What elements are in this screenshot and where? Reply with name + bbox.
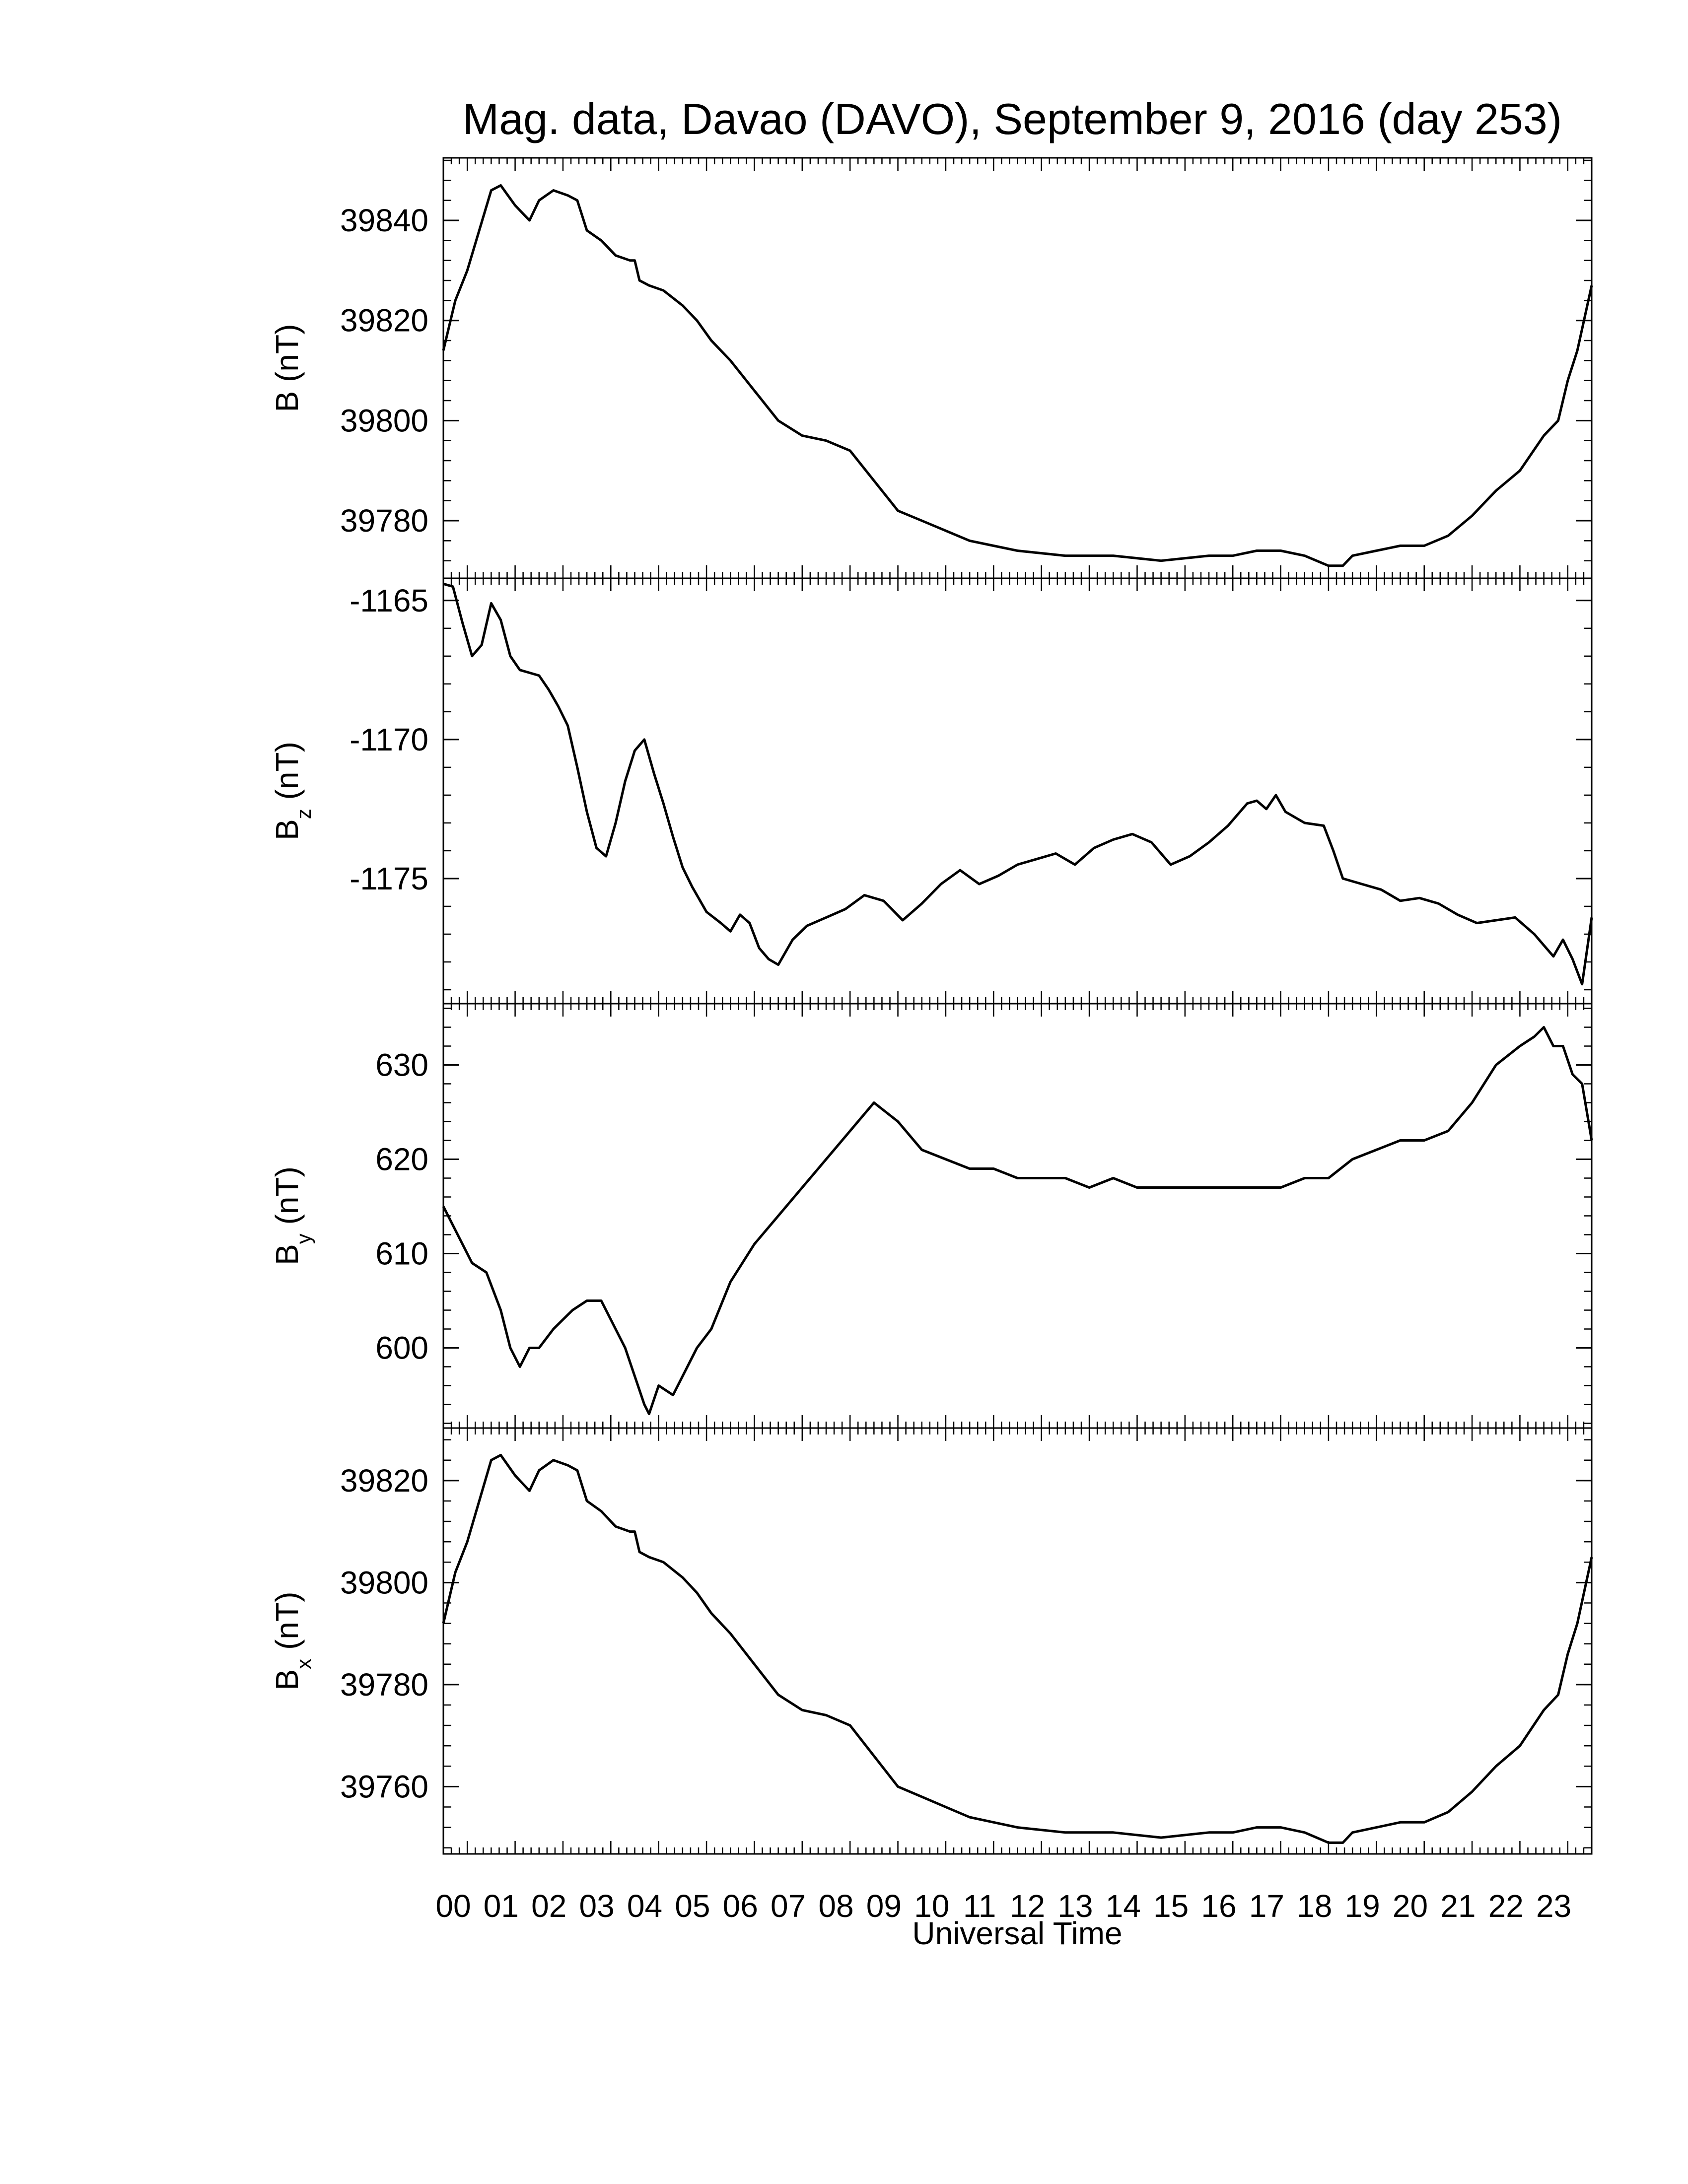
y-label-main: B [269, 391, 305, 412]
y-label-subscript: y [292, 1233, 315, 1244]
y-tick-label: 620 [375, 1142, 428, 1177]
x-tick-label: 12 [1010, 1888, 1045, 1924]
series-line-Bx [442, 1454, 1593, 1844]
panel-Bx: 39760 39780 39800 39820 Bx (nT) [269, 1427, 1593, 1855]
panel-B: 39780 39800 39820 39840 B (nT) [269, 157, 1593, 579]
y-tick-label: 610 [375, 1236, 428, 1272]
x-tick-label: 21 [1440, 1888, 1476, 1924]
series-line-By [442, 1026, 1593, 1415]
x-tick-label: 20 [1393, 1888, 1428, 1924]
x-tick-label: 08 [818, 1888, 853, 1924]
x-tick-label: 01 [484, 1888, 519, 1924]
x-tick-label: 18 [1297, 1888, 1332, 1924]
y-tick-label: 39800 [340, 1565, 428, 1600]
y-label-unit: (nT) [269, 742, 305, 809]
y-tick-label: 39780 [340, 1667, 428, 1703]
y-tick-label: -1170 [350, 722, 428, 757]
panel-frame [442, 157, 1593, 579]
x-tick-label: 19 [1345, 1888, 1380, 1924]
y-tick-label: 39780 [340, 503, 428, 539]
y-tick-label: 39800 [340, 403, 428, 438]
y-tick-label: 600 [375, 1330, 428, 1366]
y-label-subscript: z [292, 809, 315, 819]
y-label-unit: (nT) [269, 1592, 305, 1659]
x-tick-label: 13 [1057, 1888, 1093, 1924]
x-tick-label: 06 [723, 1888, 758, 1924]
x-tick-label: 07 [771, 1888, 806, 1924]
x-tick-label: 15 [1153, 1888, 1189, 1924]
y-axis-label: Bx (nT) [269, 1592, 315, 1691]
y-axis-label: By (nT) [269, 1166, 315, 1265]
y-label-main: B [269, 1669, 305, 1691]
x-tick-label: 17 [1249, 1888, 1284, 1924]
series-line-Bz [443, 582, 1593, 986]
x-tick-label: 11 [963, 1888, 996, 1924]
x-tick-label: 16 [1201, 1888, 1236, 1924]
panel-Bz: -1175 -1170 -1165 Bz (nT) [269, 577, 1593, 1005]
y-label-main: B [269, 819, 305, 840]
panel-frame [442, 1427, 1593, 1855]
y-tick-label: 39820 [340, 1463, 428, 1499]
y-tick-label: -1175 [350, 861, 428, 896]
panel-frame [442, 1003, 1593, 1429]
x-tick-label: 00 [435, 1888, 471, 1924]
y-tick-label: 630 [375, 1047, 428, 1083]
chart-title: Mag. data, Davao (DAVO), September 9, 20… [463, 94, 1562, 143]
x-tick-label: 04 [627, 1888, 662, 1924]
panels: 39780 39800 39820 39840 B (nT) -1175 -1170 -116… [269, 157, 1593, 1855]
x-tick-label: 03 [579, 1888, 615, 1924]
panel-By: 600 610 620 630 By (nT) [269, 1003, 1593, 1429]
y-tick-label: -1165 [350, 583, 428, 618]
y-label-unit: (nT) [269, 1166, 305, 1233]
panel-frame [442, 577, 1593, 1005]
y-tick-label: 39840 [340, 203, 428, 238]
y-axis-label: Bz (nT) [269, 742, 315, 840]
x-tick-label: 10 [914, 1888, 949, 1924]
y-label-unit: (nT) [269, 324, 305, 391]
x-tick-label: 22 [1488, 1888, 1524, 1924]
y-tick-label: 39760 [340, 1769, 428, 1804]
x-tick-label: 23 [1536, 1888, 1571, 1924]
y-axis-label: B (nT) [269, 324, 305, 412]
y-tick-label: 39820 [340, 303, 428, 339]
y-label-subscript: x [292, 1659, 315, 1669]
series-line-B [442, 184, 1593, 567]
x-tick-label: 05 [675, 1888, 710, 1924]
x-tick-label: 02 [531, 1888, 566, 1924]
x-tick-label: 09 [866, 1888, 902, 1924]
x-tick-label: 14 [1106, 1888, 1141, 1924]
x-tick-labels: 00 01 02 03 04 05 06 07 08 09 10 11 12 13 14 15 16 17 18 19… [435, 1888, 1571, 1924]
x-axis-label: Universal Time [912, 1915, 1122, 1951]
y-label-main: B [269, 1244, 305, 1265]
